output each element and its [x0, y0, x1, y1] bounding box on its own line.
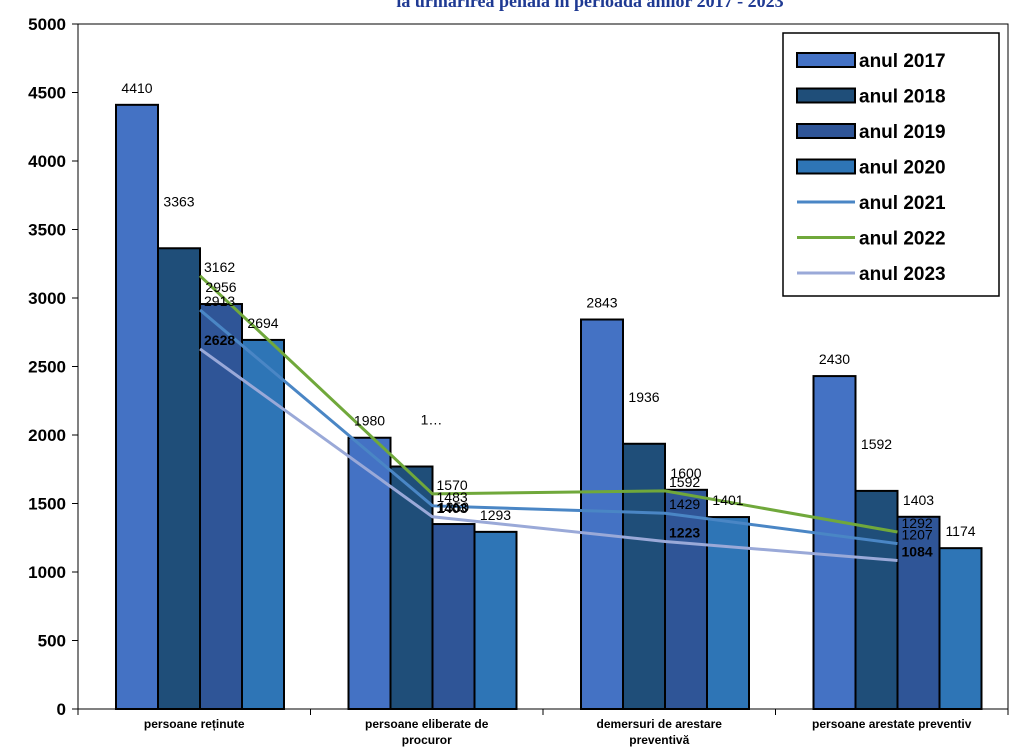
- y-tick-label: 500: [38, 632, 66, 651]
- category-label: procuror: [402, 733, 452, 747]
- bar-data-label: 1293: [480, 507, 511, 523]
- legend-label: anul 2021: [859, 193, 946, 214]
- bar: [622, 442, 666, 710]
- line-data-label: 1592: [669, 474, 700, 490]
- line-data-label: 1084: [902, 543, 933, 559]
- bar-data-label: 2430: [819, 351, 850, 367]
- line-data-label: 1483: [437, 489, 468, 505]
- y-tick-label: 2000: [28, 426, 66, 445]
- y-tick-label: 5000: [28, 15, 66, 34]
- axes: 0 500 1000 1500 2000 2500 3000 3500 4000 4500 5000…: [28, 15, 1009, 747]
- data-labels: 4410 1980 2843 2430 3363 1… 1936 1592 2956 1350 16…: [121, 80, 975, 560]
- bar-data-label: 1600: [670, 465, 701, 481]
- bar: [664, 488, 708, 710]
- line-data-label: 1223: [669, 524, 700, 540]
- legend-label: anul 2018: [859, 87, 946, 108]
- lines: [198, 274, 898, 562]
- bar-data-label: 1403: [903, 492, 934, 508]
- bar-data-label: 1592: [861, 436, 892, 452]
- category-label: preventivă: [629, 733, 689, 747]
- series-line: [199, 347, 898, 562]
- legend-label: anul 2017: [859, 51, 946, 72]
- legend-label: anul 2019: [859, 122, 946, 143]
- bar-data-label: 3363: [163, 193, 194, 209]
- bar-data-label: 2843: [586, 295, 617, 311]
- y-tick-label: 1000: [28, 563, 66, 582]
- y-tick-label: 4000: [28, 152, 66, 171]
- bars: [115, 103, 983, 711]
- legend-swatch: [796, 158, 856, 175]
- category-label: persoane eliberate de: [365, 717, 489, 731]
- legend-label: anul 2020: [859, 158, 946, 179]
- bar: [473, 530, 518, 711]
- category-label: demersuri de arestare: [597, 717, 723, 731]
- bar: [199, 303, 243, 710]
- y-tick-label: 3000: [28, 289, 66, 308]
- bar-data-label: 1401: [712, 492, 743, 508]
- category-label: persoane arestate preventiv: [812, 717, 972, 731]
- bar-data-label: 1350: [438, 499, 469, 515]
- line-data-label: 1403: [437, 500, 468, 516]
- bar-data-label: 4410: [121, 80, 152, 96]
- series-line: [198, 274, 898, 534]
- line-data-label: 3162: [204, 259, 235, 275]
- bar: [854, 489, 899, 710]
- bar: [115, 103, 159, 710]
- line-data-label: 2913: [204, 293, 235, 309]
- y-tick-label: 2500: [28, 358, 66, 377]
- bar: [389, 465, 434, 711]
- bar-data-label: 1174: [945, 523, 975, 539]
- y-tick-label: 4500: [28, 84, 66, 103]
- legend-swatch: [796, 123, 856, 139]
- line-data-label: 2628: [204, 332, 235, 348]
- y-tick-label: 3500: [28, 221, 66, 240]
- bar-data-label: 2694: [247, 315, 278, 331]
- series-line: [199, 308, 898, 546]
- bar-data-label: 1…: [421, 412, 443, 428]
- legend-label: anul 2022: [859, 229, 946, 250]
- bar: [431, 523, 476, 710]
- bar-data-label: 2956: [205, 279, 236, 295]
- bar: [938, 547, 983, 710]
- legend-swatch: [796, 87, 856, 104]
- bar-data-label: 1980: [354, 413, 385, 429]
- bar: [241, 338, 285, 710]
- bar: [157, 247, 201, 710]
- bar: [347, 436, 392, 710]
- line-data-label: 1429: [669, 496, 700, 512]
- legend-label: anul 2023: [859, 264, 946, 285]
- line-data-label: 1292: [902, 515, 933, 531]
- bar-data-label: 1936: [628, 389, 659, 405]
- bar: [580, 318, 624, 710]
- line-data-label: 1207: [902, 527, 933, 543]
- legend: anul 2017 anul 2018 anul 2019 anul 2020 anul…: [782, 32, 1000, 297]
- chart-title: la urmărirea penală în perioada anilor 2…: [396, 0, 783, 11]
- y-tick-label: 0: [57, 700, 66, 719]
- y-tick-label: 1500: [28, 495, 66, 514]
- line-data-label: 1570: [437, 477, 468, 493]
- category-label: persoane reținute: [144, 717, 245, 731]
- legend-swatch: [796, 52, 856, 68]
- bar: [812, 375, 857, 710]
